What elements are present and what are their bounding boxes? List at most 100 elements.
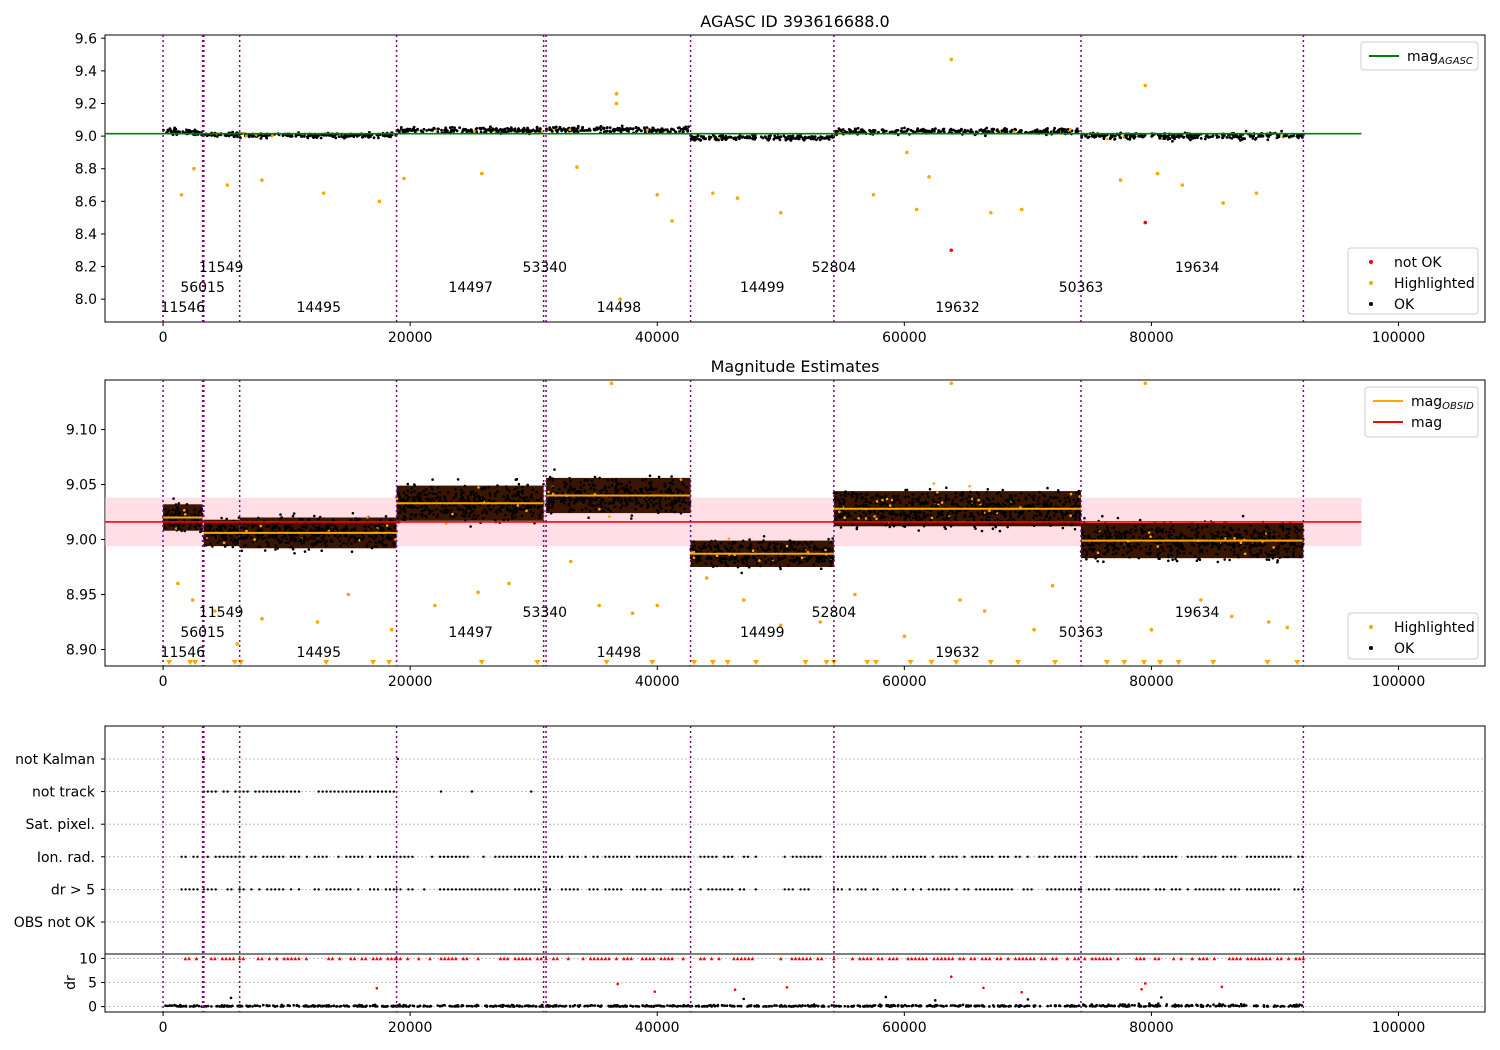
ok-point: [518, 496, 522, 499]
ok-point: [1284, 134, 1288, 138]
ok-point: [393, 524, 396, 528]
ok-point: [513, 515, 517, 519]
ok-point: [529, 510, 532, 513]
ok-point: [624, 498, 627, 502]
ok-point: [291, 548, 295, 551]
highlighted-point: [1229, 614, 1234, 619]
ok-point: [378, 522, 382, 526]
ok-point: [440, 128, 443, 132]
ok-point: [864, 513, 868, 516]
flag-point: [305, 855, 309, 858]
ok-point: [493, 127, 497, 131]
ok-point: [891, 501, 895, 505]
ok-point: [393, 527, 397, 530]
ok-point: [456, 478, 460, 481]
ok-point: [466, 495, 470, 498]
ok-point: [515, 477, 519, 481]
ok-point: [619, 500, 623, 504]
ok-point: [1171, 558, 1174, 561]
ok-point: [555, 129, 559, 132]
flag-point: [353, 790, 356, 793]
ok-point: [1199, 137, 1203, 140]
ok-point: [776, 542, 780, 546]
ok-point: [1113, 134, 1117, 138]
ok-point: [209, 524, 212, 527]
ok-point: [494, 494, 497, 498]
ok-point: [648, 128, 651, 131]
ok-point: [298, 517, 302, 521]
ok-point: [573, 129, 577, 133]
ok-point: [256, 525, 260, 529]
ok-point: [435, 496, 438, 500]
ok-point: [333, 134, 337, 137]
ok-point: [778, 558, 782, 562]
ok-point: [483, 508, 486, 511]
highlighted-point: [645, 128, 649, 132]
ok-point: [542, 483, 545, 486]
ok-point: [532, 503, 536, 507]
ok-point: [174, 503, 178, 506]
flag-point: [446, 855, 450, 858]
ok-point: [729, 556, 733, 560]
ok-point: [1020, 492, 1023, 495]
ok-point: [1150, 527, 1153, 531]
ok-point: [439, 509, 443, 513]
ok-point: [684, 501, 688, 504]
ok-point: [513, 512, 516, 515]
ok-point: [306, 135, 309, 139]
flag-point: [494, 855, 497, 858]
ok-point: [899, 513, 902, 517]
ok-point: [1074, 518, 1077, 521]
ok-point: [792, 540, 796, 544]
flag-point: [337, 790, 340, 793]
ok-point: [445, 129, 449, 133]
ok-point: [835, 511, 838, 515]
ok-point: [314, 529, 318, 532]
ok-point: [233, 525, 236, 528]
ok-point: [302, 135, 306, 138]
ok-point: [504, 513, 507, 517]
ok-point: [837, 505, 841, 508]
ok-point: [1064, 500, 1068, 504]
ok-point: [843, 499, 846, 502]
ok-point: [1054, 504, 1057, 508]
ok-point: [805, 557, 808, 560]
flag-point: [568, 855, 571, 858]
ok-point: [714, 135, 717, 139]
ok-point: [1119, 532, 1123, 536]
x-tick-label: 100000: [1372, 330, 1425, 346]
ok-point: [669, 489, 672, 492]
ok-point: [820, 559, 824, 563]
flag-point: [482, 855, 485, 858]
ok-point: [968, 501, 971, 505]
ok-point: [827, 537, 830, 541]
ok-point: [673, 510, 676, 514]
ok-point: [931, 498, 935, 501]
ok-point: [882, 510, 885, 514]
flag-point: [376, 855, 380, 858]
ok-point: [1062, 514, 1065, 517]
ok-point: [670, 509, 673, 512]
ok-point: [1066, 495, 1070, 499]
ok-point: [593, 475, 597, 479]
ok-point: [608, 126, 612, 129]
ok-point: [1145, 552, 1148, 555]
ok-point: [398, 505, 402, 508]
ok-point: [644, 478, 647, 481]
ok-point: [717, 138, 720, 142]
ok-point: [323, 541, 327, 545]
ok-point: [576, 130, 580, 134]
ok-point: [506, 488, 509, 491]
ok-point: [650, 496, 654, 500]
ok-point: [883, 515, 887, 519]
ok-point: [362, 535, 366, 539]
ok-point: [891, 510, 894, 513]
highlighted-point: [875, 517, 878, 521]
ok-point: [193, 508, 196, 512]
ok-point: [622, 488, 626, 491]
highlighted-point: [932, 482, 936, 485]
ok-point: [669, 130, 672, 134]
ok-point: [470, 510, 474, 513]
